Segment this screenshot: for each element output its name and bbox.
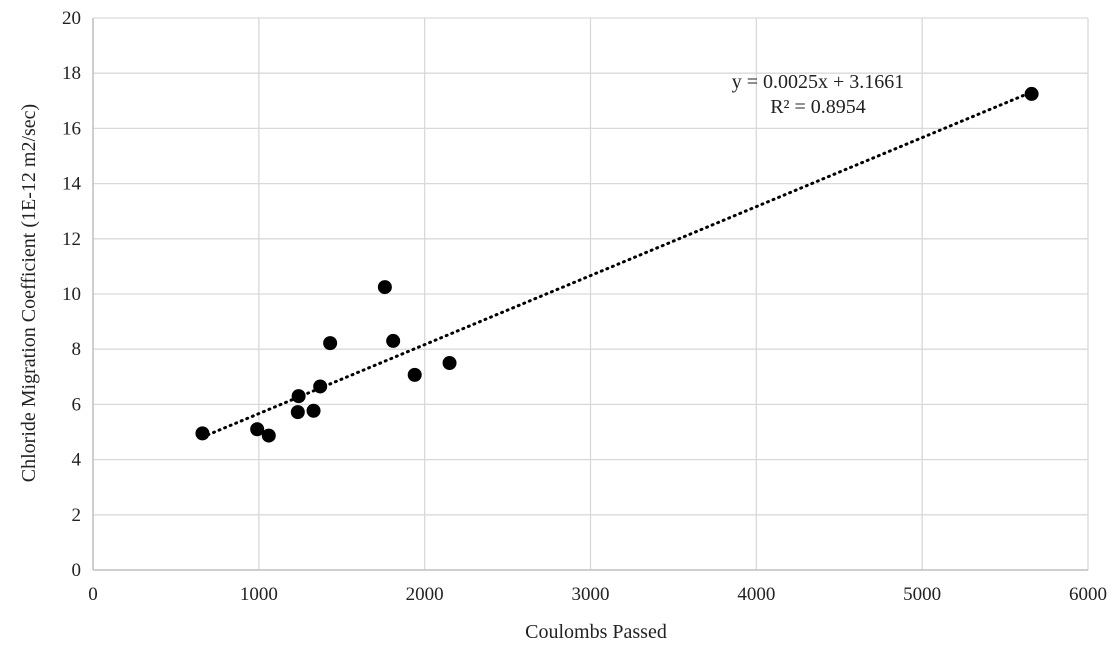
x-tick-label: 2000: [406, 584, 444, 605]
y-axis-title: Chloride Migration Coefficient (1E-12 m2…: [18, 104, 40, 482]
x-tick-label: 3000: [572, 584, 610, 605]
grid-lines: [93, 17, 1089, 570]
x-tick-label: 5000: [903, 584, 941, 605]
y-tick-label: 6: [72, 394, 82, 415]
data-point: [323, 336, 338, 351]
data-point: [442, 356, 457, 370]
data-point: [407, 367, 422, 382]
y-tick-label: 16: [62, 118, 81, 139]
x-axis-title: Coulombs Passed: [525, 621, 667, 643]
y-tick-label: 2: [72, 505, 82, 526]
y-tick-label: 8: [72, 339, 82, 360]
data-point: [306, 403, 321, 418]
x-tick-labels: 0 1000 2000 3000 4000 5000 6000: [88, 584, 1107, 605]
y-tick-label: 0: [72, 560, 82, 581]
trendline-r2: R² = 0.8954: [770, 96, 866, 118]
y-tick-label: 14: [62, 174, 82, 195]
y-tick-label: 18: [62, 63, 81, 84]
data-point: [250, 422, 265, 437]
y-tick-labels: 0 2 4 6 8 10 12 14 16 18 20: [62, 8, 82, 581]
x-tick-label: 4000: [737, 584, 775, 605]
data-point: [1024, 86, 1039, 101]
y-tick-label: 20: [62, 8, 81, 29]
data-points: [195, 86, 1039, 443]
data-point: [313, 379, 328, 394]
y-tick-label: 12: [62, 229, 81, 250]
x-tick-label: 6000: [1069, 584, 1107, 605]
trendline: [200, 90, 1034, 439]
data-point: [261, 428, 276, 443]
data-point: [377, 280, 392, 295]
y-tick-label: 4: [72, 450, 82, 471]
y-tick-label: 10: [62, 284, 81, 305]
trendline-group: [200, 90, 1034, 439]
x-tick-label: 1000: [240, 584, 278, 605]
trendline-equation: y = 0.0025x + 3.1661: [732, 71, 905, 93]
x-tick-label: 0: [88, 584, 98, 605]
data-point: [291, 389, 306, 404]
axes: [92, 18, 1088, 571]
data-point: [386, 333, 401, 348]
data-point: [195, 426, 210, 441]
data-point: [290, 405, 305, 420]
